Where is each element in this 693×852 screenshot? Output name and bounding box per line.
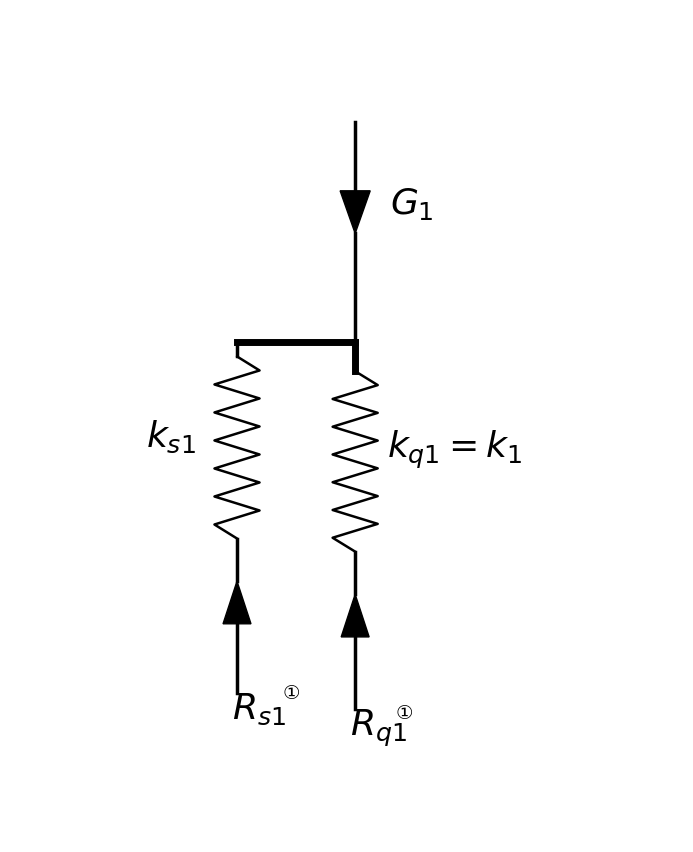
Text: $G_1$: $G_1$ <box>390 186 434 222</box>
Polygon shape <box>341 595 369 637</box>
Text: ①: ① <box>283 684 300 704</box>
Text: ①: ① <box>396 704 413 723</box>
Polygon shape <box>223 581 251 624</box>
Text: $R_{s1}$: $R_{s1}$ <box>231 692 286 727</box>
Polygon shape <box>340 191 370 233</box>
Text: $k_{q1}=k_1$: $k_{q1}=k_1$ <box>387 429 523 471</box>
Text: $k_{s1}$: $k_{s1}$ <box>146 418 195 455</box>
Text: $R_{q1}$: $R_{q1}$ <box>350 708 407 749</box>
